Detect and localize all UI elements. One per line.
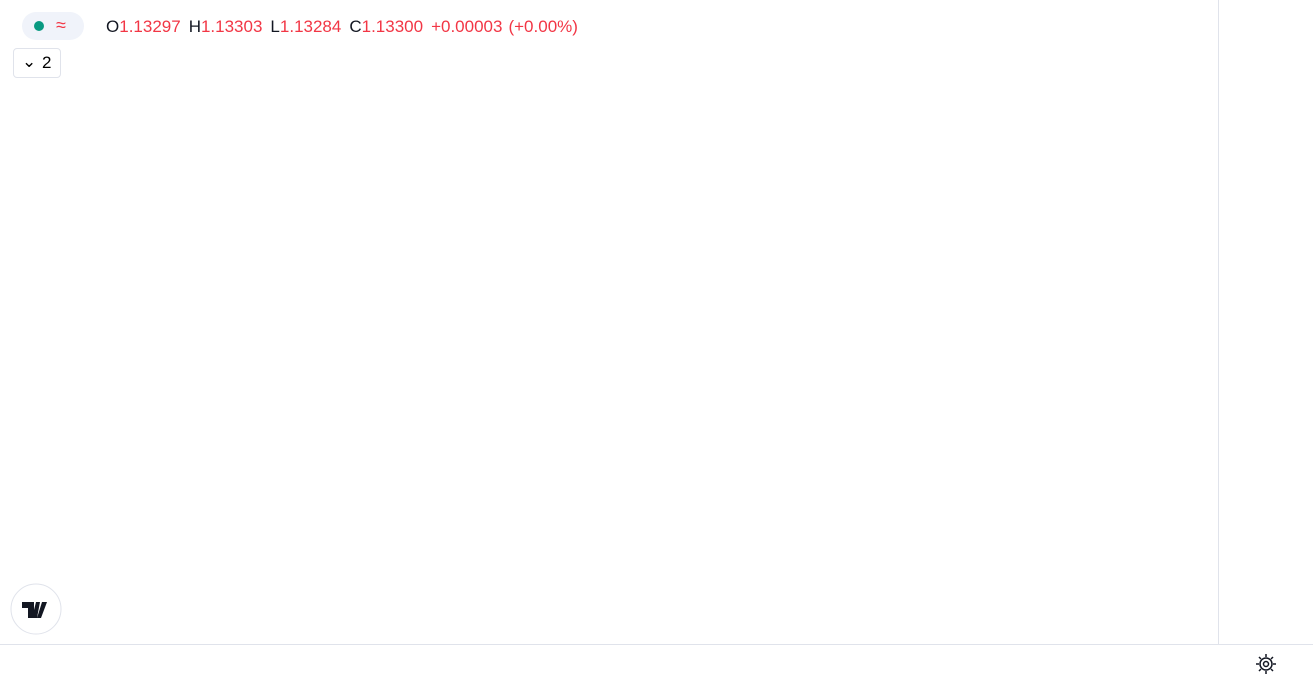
legend-text: 1.13303 [200,17,263,36]
legend-text: L [270,17,280,36]
ohlc-values: O1.13297 H1.13303 L1.13284 C1.13300 +0.00003… [106,17,578,37]
legend: ≈ O1.13297 H1.13303 L1.13284 C1.13300 +0.000… [0,0,700,78]
settings-gear[interactable] [1256,654,1276,674]
legend-text: 1.13284 [279,17,342,36]
tv-logo[interactable] [10,583,62,635]
legend-text: C [349,17,362,36]
legend-text: O [106,17,120,36]
collapse-count: 2 [42,53,52,72]
legend-text: 1.13300 [361,17,424,36]
legend-text: +0.00003 [431,17,503,36]
legend-text: 1.13297 [119,17,181,36]
legend-text: (+0.00%) [508,17,578,36]
status-pill[interactable]: ≈ [22,12,84,40]
legend-text: H [188,17,201,36]
collapse-button[interactable]: ⌄ 2 [13,48,61,78]
